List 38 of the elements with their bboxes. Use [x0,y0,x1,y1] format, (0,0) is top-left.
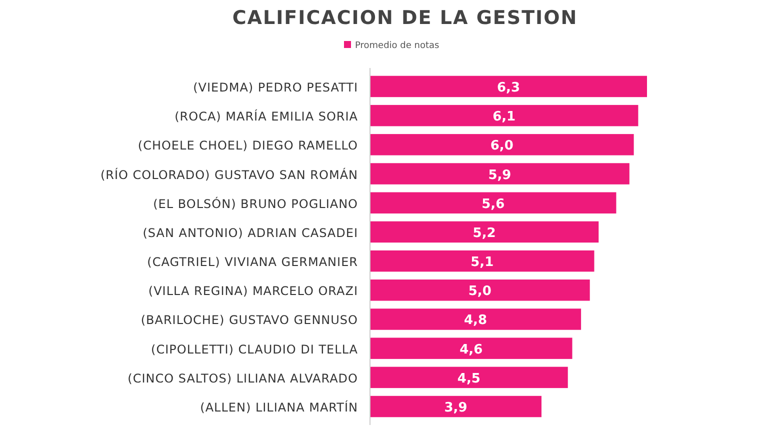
y-tick-label: (CHOELE CHOEL) DIEGO RAMELLO [138,138,358,153]
data-label: 6,1 [492,110,516,125]
chart-title: CALIFICACION DE LA GESTION [232,7,578,29]
bar [370,366,568,388]
y-tick-label: (VIEDMA) PEDRO PESATTI [193,80,358,94]
data-label: 6,0 [490,138,514,154]
data-label: 4,8 [464,313,488,328]
data-label: 5,9 [488,168,512,183]
bar [370,308,582,330]
bar [370,250,594,272]
y-tick-label: (ROCA) MARÍA EMILIA SORIA [174,108,358,124]
legend-label: Promedio de notas [355,41,440,51]
data-label: 4,5 [457,371,480,386]
data-label: 6,3 [496,80,520,96]
bar [370,221,599,243]
y-tick-label: (CIPOLLETTI) CLAUDIO DI TELLA [151,342,358,356]
y-tick-label: (VILLA REGINA) MARCELO ORAZI [148,284,358,298]
bar [370,280,590,301]
data-label: 5,1 [470,255,494,270]
y-tick-label: (EL BOLSÓN) BRUNO POGLIANO [153,196,358,211]
bar [370,163,630,184]
data-label: 3,9 [444,400,468,416]
y-tick-label: (CINCO SALTOS) LILIANA ALVARADO [128,371,358,386]
y-tick-label: (RÍO COLORADO) GUSTAVO SAN ROMÁN [100,166,358,182]
bar [370,396,542,418]
data-label: 5,2 [472,226,496,241]
bar [370,76,647,98]
bar [370,104,638,126]
bar [370,134,634,156]
y-tick-label: (ALLEN) LILIANA MARTÍN [200,400,358,415]
data-label: 5,0 [468,284,492,300]
y-tick-label: (SAN ANTONIO) ADRIAN CASADEI [142,226,358,240]
y-tick-label: (BARILOCHE) GUSTAVO GENNUSO [140,313,358,328]
data-label: 4,6 [460,342,483,358]
y-tick-label: (CAGTRIEL) VIVIANA GERMANIER [147,255,358,270]
bar [370,338,572,359]
data-label: 5,6 [482,196,505,212]
bar [370,192,616,214]
